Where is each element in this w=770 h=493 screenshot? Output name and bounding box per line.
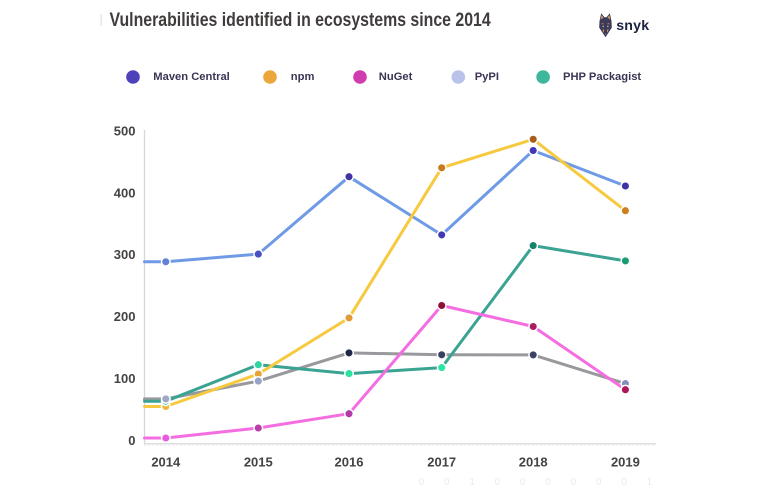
svg-text:2016: 2016 [335, 455, 364, 470]
svg-text:2015: 2015 [244, 455, 273, 470]
svg-text:PHP Packagist: PHP Packagist [563, 71, 641, 83]
svg-text:PyPI: PyPI [475, 71, 499, 83]
svg-text:Maven Central: Maven Central [153, 71, 229, 83]
svg-text:0: 0 [545, 477, 551, 488]
svg-text:0: 0 [419, 477, 425, 488]
svg-text:0: 0 [128, 433, 135, 448]
svg-text:2019: 2019 [611, 455, 640, 470]
svg-text:0: 0 [444, 477, 450, 488]
svg-text:500: 500 [114, 123, 136, 138]
svg-text:0: 0 [596, 477, 602, 488]
svg-text:0: 0 [621, 477, 627, 488]
svg-text:400: 400 [114, 185, 136, 200]
svg-text:300: 300 [114, 247, 136, 262]
svg-text:0: 0 [571, 477, 577, 488]
svg-text:npm: npm [291, 71, 315, 83]
svg-text:100: 100 [114, 371, 136, 386]
svg-text:0: 0 [520, 477, 526, 488]
svg-text:0: 0 [495, 477, 501, 488]
svg-text:NuGet: NuGet [379, 71, 413, 83]
svg-text:2018: 2018 [519, 455, 548, 470]
svg-text:1: 1 [647, 477, 653, 488]
svg-text:1: 1 [469, 477, 475, 488]
svg-text:2017: 2017 [427, 455, 456, 470]
svg-text:2014: 2014 [151, 455, 181, 470]
svg-text:snyk: snyk [616, 18, 649, 34]
svg-text:Vulnerabilities identified in: Vulnerabilities identified in ecosystems… [109, 9, 490, 31]
svg-text:200: 200 [114, 309, 136, 324]
